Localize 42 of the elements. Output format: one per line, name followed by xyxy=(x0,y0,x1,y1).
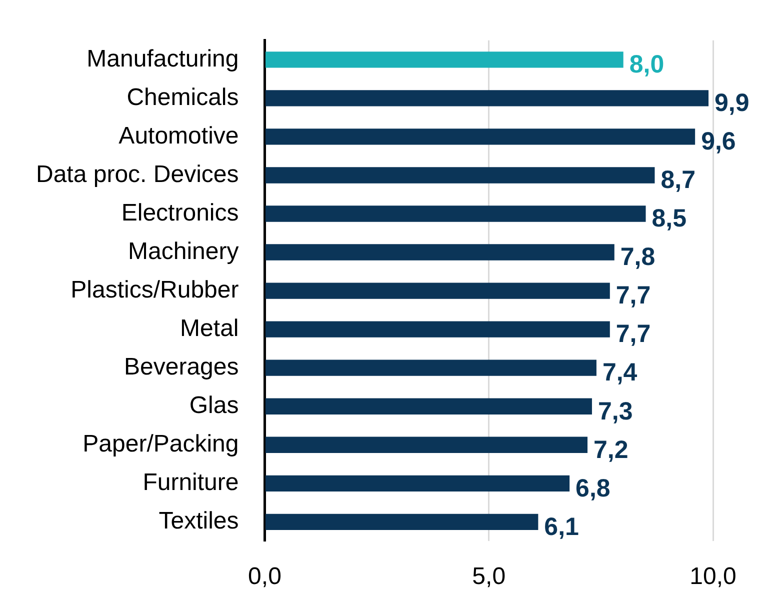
data-label: 7,8 xyxy=(620,243,656,272)
y-tick-label: Paper/Packing xyxy=(82,430,239,458)
bar xyxy=(265,360,596,376)
bar xyxy=(265,282,610,299)
data-label: 6,1 xyxy=(544,512,580,541)
data-label: 7,2 xyxy=(593,436,628,464)
y-tick-label: Electronics xyxy=(121,199,239,226)
y-tick-label: Automotive xyxy=(118,122,239,150)
x-tick-label: 5,0 xyxy=(472,563,506,590)
bar xyxy=(265,206,646,222)
data-label: 8,0 xyxy=(629,50,664,79)
data-label: 6,8 xyxy=(576,474,610,502)
y-tick-label: Machinery xyxy=(128,238,239,265)
data-label: 7,7 xyxy=(616,320,651,348)
y-tick-label: Textiles xyxy=(158,508,239,535)
x-tick-label: 10,0 xyxy=(690,563,736,590)
bar xyxy=(265,514,538,530)
bar xyxy=(265,90,709,106)
y-tick-label: Manufacturing xyxy=(86,45,239,72)
data-label: 7,3 xyxy=(598,397,633,426)
bar xyxy=(265,398,592,414)
x-tick-label: 0,0 xyxy=(248,563,282,590)
bar xyxy=(265,244,614,260)
bar xyxy=(265,52,624,68)
bar xyxy=(265,436,588,453)
data-label: 7,7 xyxy=(616,282,651,310)
bar xyxy=(265,128,696,145)
bar xyxy=(265,475,570,492)
bar xyxy=(265,321,610,338)
data-label: 8,7 xyxy=(660,166,696,194)
y-tick-label: Glas xyxy=(189,392,239,419)
y-tick-label: Plastics/Rubber xyxy=(70,276,239,304)
y-tick-label: Chemicals xyxy=(126,84,239,111)
data-label: 9,6 xyxy=(701,128,736,156)
y-tick-label: Furniture xyxy=(142,469,239,496)
bar xyxy=(265,167,655,184)
y-tick-label: Beverages xyxy=(124,353,239,380)
y-tick-label: Metal xyxy=(180,314,239,342)
data-label: 7,4 xyxy=(602,358,638,387)
data-label: 9,9 xyxy=(714,89,750,118)
y-tick-label: Data proc. Devices xyxy=(36,160,239,188)
data-label: 8,5 xyxy=(652,204,687,233)
